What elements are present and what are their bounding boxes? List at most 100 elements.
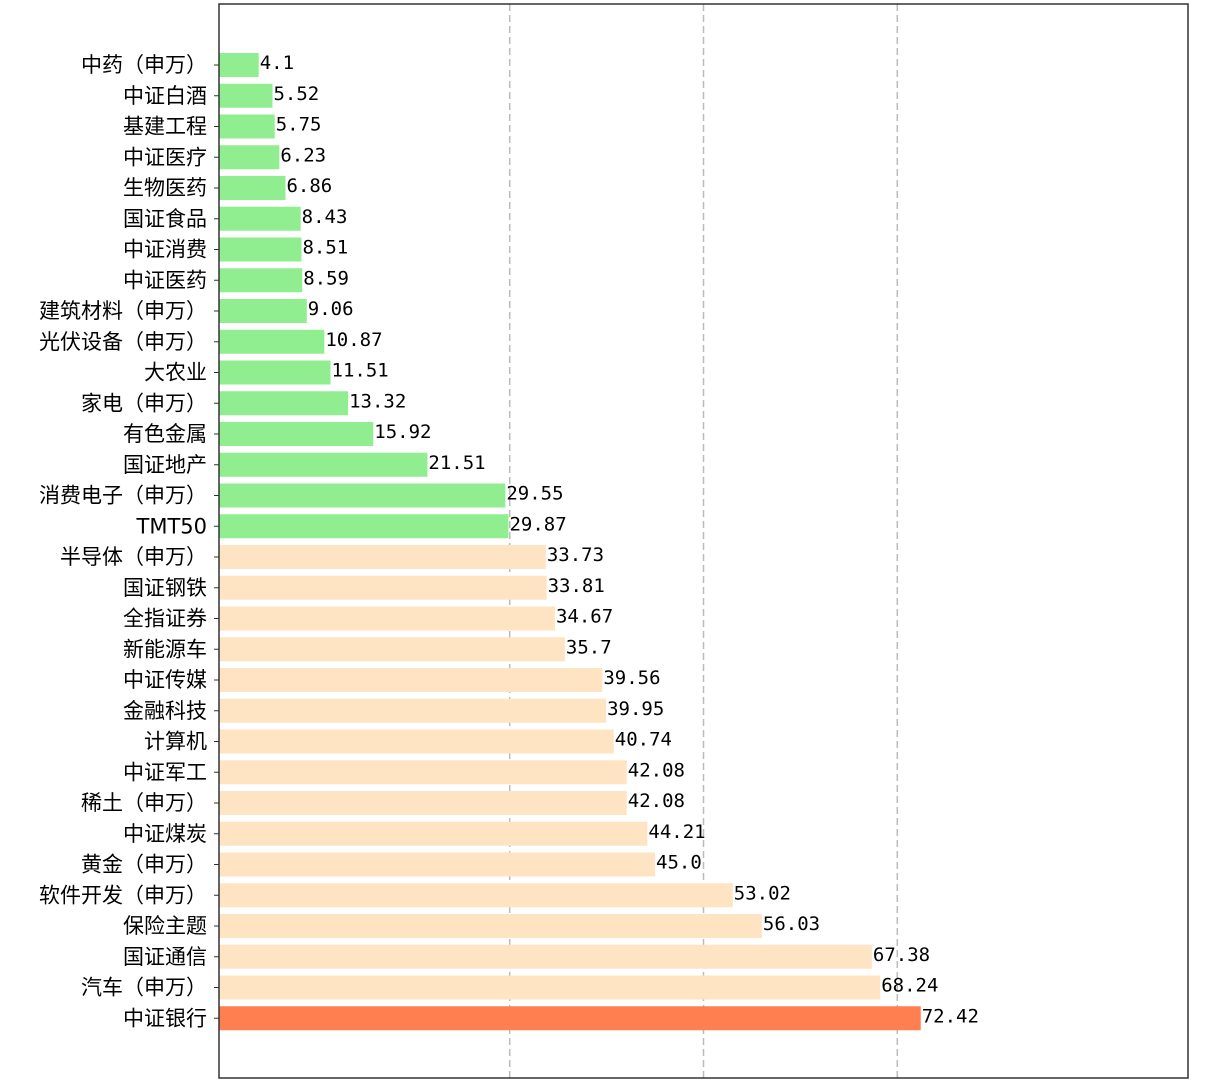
category-label-23: 中证军工 (123, 760, 207, 784)
category-label-5: 国证食品 (123, 207, 207, 231)
bar-19 (219, 637, 565, 662)
value-label-8: 9.06 (308, 298, 354, 320)
category-label-15: TMT50 (136, 514, 208, 538)
category-label-8: 建筑材料（申万） (39, 299, 207, 323)
category-label-17: 国证钢铁 (123, 576, 207, 600)
category-label-18: 全指证券 (123, 607, 207, 631)
value-label-12: 15.92 (374, 421, 431, 443)
bar-25 (219, 821, 648, 846)
value-label-20: 39.56 (603, 667, 660, 689)
bar-29 (219, 944, 872, 969)
bar-16 (219, 545, 546, 569)
bar-9 (219, 329, 325, 354)
value-label-23: 42.08 (628, 759, 685, 781)
bar-24 (219, 791, 627, 815)
category-labels: 中药（申万） 中证白酒基建工程中证医疗生物医药国证食品中证消费中证医药建筑材料（申… (39, 53, 207, 1030)
bar-12 (219, 422, 374, 446)
bar-1 (219, 83, 273, 108)
value-label-6: 8.51 (302, 237, 348, 259)
bar-23 (219, 760, 627, 785)
category-label-25: 中证煤炭 (123, 822, 207, 846)
bar-31 (219, 1006, 921, 1031)
value-label-2: 5.75 (276, 114, 322, 136)
category-label-6: 中证消费 (123, 238, 207, 262)
value-label-9: 10.87 (325, 329, 382, 351)
value-label-24: 42.08 (628, 790, 685, 812)
category-label-11: 家电（申万） (81, 391, 207, 415)
value-label-5: 8.43 (302, 206, 348, 228)
value-label-11: 13.32 (349, 390, 406, 412)
bar-22 (219, 729, 614, 754)
value-label-15: 29.87 (509, 513, 566, 535)
category-label-20: 中证传媒 (123, 668, 207, 692)
bar-0 (219, 53, 259, 77)
bar-3 (219, 145, 280, 170)
category-label-12: 有色金属 (123, 422, 207, 446)
value-label-26: 45.0 (656, 852, 702, 874)
category-label-29: 国证通信 (123, 945, 207, 969)
category-label-1: 中证白酒 (123, 84, 207, 108)
category-label-26: 黄金（申万） (81, 853, 207, 877)
value-label-3: 6.23 (280, 144, 326, 166)
category-label-0: 中药（申万） (81, 53, 207, 77)
value-label-17: 33.81 (548, 575, 605, 597)
plot-frame (218, 3, 1189, 1079)
bar-30 (219, 975, 881, 1000)
value-label-22: 40.74 (615, 729, 672, 751)
category-label-9: 光伏设备（申万） (39, 330, 207, 354)
bar-11 (219, 391, 349, 416)
bar-26 (219, 852, 656, 877)
category-label-28: 保险主题 (123, 914, 207, 938)
category-label-7: 中证医药 (123, 268, 207, 292)
value-label-19: 35.7 (566, 636, 612, 658)
value-label-25: 44.21 (648, 821, 705, 843)
value-label-14: 29.55 (506, 483, 563, 505)
value-label-18: 34.67 (556, 606, 613, 628)
bar-27 (219, 883, 733, 908)
value-label-27: 53.02 (734, 882, 791, 904)
value-labels: 4.1 5.52 5.75 6.23 6.86 8.43 8.51 8.59 9.06 10.87… (260, 52, 979, 1027)
bar-4 (219, 176, 286, 200)
value-label-0: 4.1 (260, 52, 294, 74)
category-label-2: 基建工程 (123, 115, 207, 139)
category-label-27: 软件开发（申万） (39, 883, 207, 907)
bar-13 (219, 452, 428, 477)
bar-17 (219, 575, 547, 600)
value-label-13: 21.51 (428, 452, 485, 474)
category-label-14: 消费电子（申万） (39, 484, 207, 508)
category-label-13: 国证地产 (123, 453, 207, 477)
y-ticks (214, 64, 219, 1019)
category-label-10: 大农业 (144, 361, 207, 385)
value-label-1: 5.52 (273, 83, 319, 105)
bar-21 (219, 698, 607, 723)
value-label-30: 68.24 (881, 975, 938, 997)
bar-15 (219, 514, 509, 539)
bars (219, 53, 921, 1031)
value-label-7: 8.59 (303, 267, 349, 289)
category-label-22: 计算机 (144, 730, 207, 754)
category-label-16: 半导体（申万） (60, 545, 207, 569)
category-label-3: 中证医疗 (123, 145, 207, 169)
category-label-31: 中证银行 (123, 1006, 207, 1030)
value-label-16: 33.73 (547, 544, 604, 566)
bar-2 (219, 114, 275, 139)
category-label-30: 汽车（申万） (81, 976, 207, 1000)
value-label-21: 39.95 (607, 698, 664, 720)
value-label-10: 11.51 (332, 360, 389, 382)
bar-10 (219, 360, 331, 385)
bar-6 (219, 237, 302, 262)
category-label-4: 生物医药 (123, 176, 207, 200)
value-label-28: 56.03 (763, 913, 820, 935)
bar-5 (219, 206, 301, 231)
bar-20 (219, 668, 603, 692)
value-label-31: 72.42 (922, 1005, 979, 1027)
value-label-4: 6.86 (286, 175, 332, 197)
bar-18 (219, 606, 555, 631)
value-label-29: 67.38 (873, 944, 930, 966)
bar-7 (219, 268, 303, 293)
category-label-19: 新能源车 (123, 637, 207, 661)
category-label-24: 稀土（申万） (81, 791, 207, 815)
category-label-21: 金融科技 (123, 699, 207, 723)
bar-14 (219, 483, 506, 508)
